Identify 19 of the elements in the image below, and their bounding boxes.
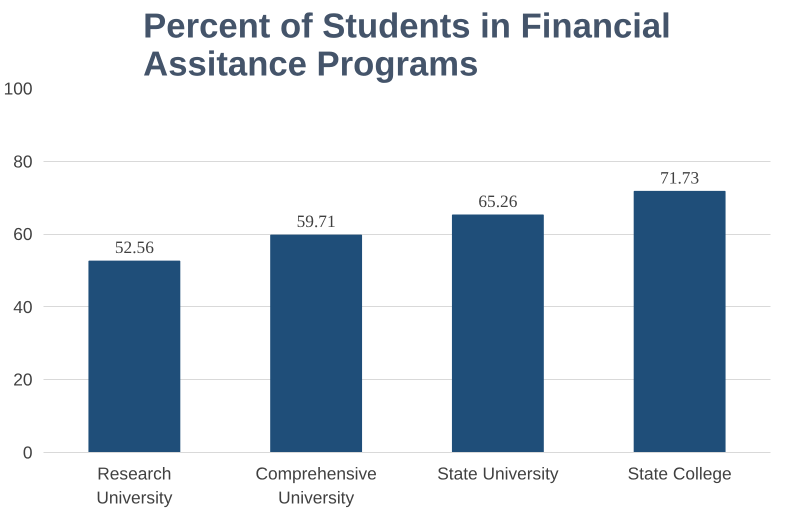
x-tick-label: State College (628, 464, 732, 484)
data-label: 71.73 (660, 168, 700, 188)
data-label: 52.56 (114, 238, 154, 258)
y-tick-label: 40 (13, 296, 33, 317)
bar (452, 214, 544, 452)
x-tick-label: Comprehensive University (255, 464, 377, 508)
data-label: 65.26 (478, 192, 518, 211)
x-tick-label: Research University (96, 464, 173, 508)
y-tick-label: 20 (13, 370, 33, 390)
bar (634, 190, 726, 452)
x-tick-label: State University (437, 464, 559, 484)
y-tick-label: 100 (4, 78, 33, 98)
bar (88, 260, 180, 452)
y-tick-label: 0 (22, 442, 33, 462)
data-label: 59.71 (296, 212, 336, 232)
chart-title: Percent of Students in Financial Assitance Programs (143, 8, 671, 84)
y-tick-label: 80 (13, 151, 33, 172)
bar (270, 234, 362, 452)
y-tick-label: 60 (13, 224, 33, 244)
